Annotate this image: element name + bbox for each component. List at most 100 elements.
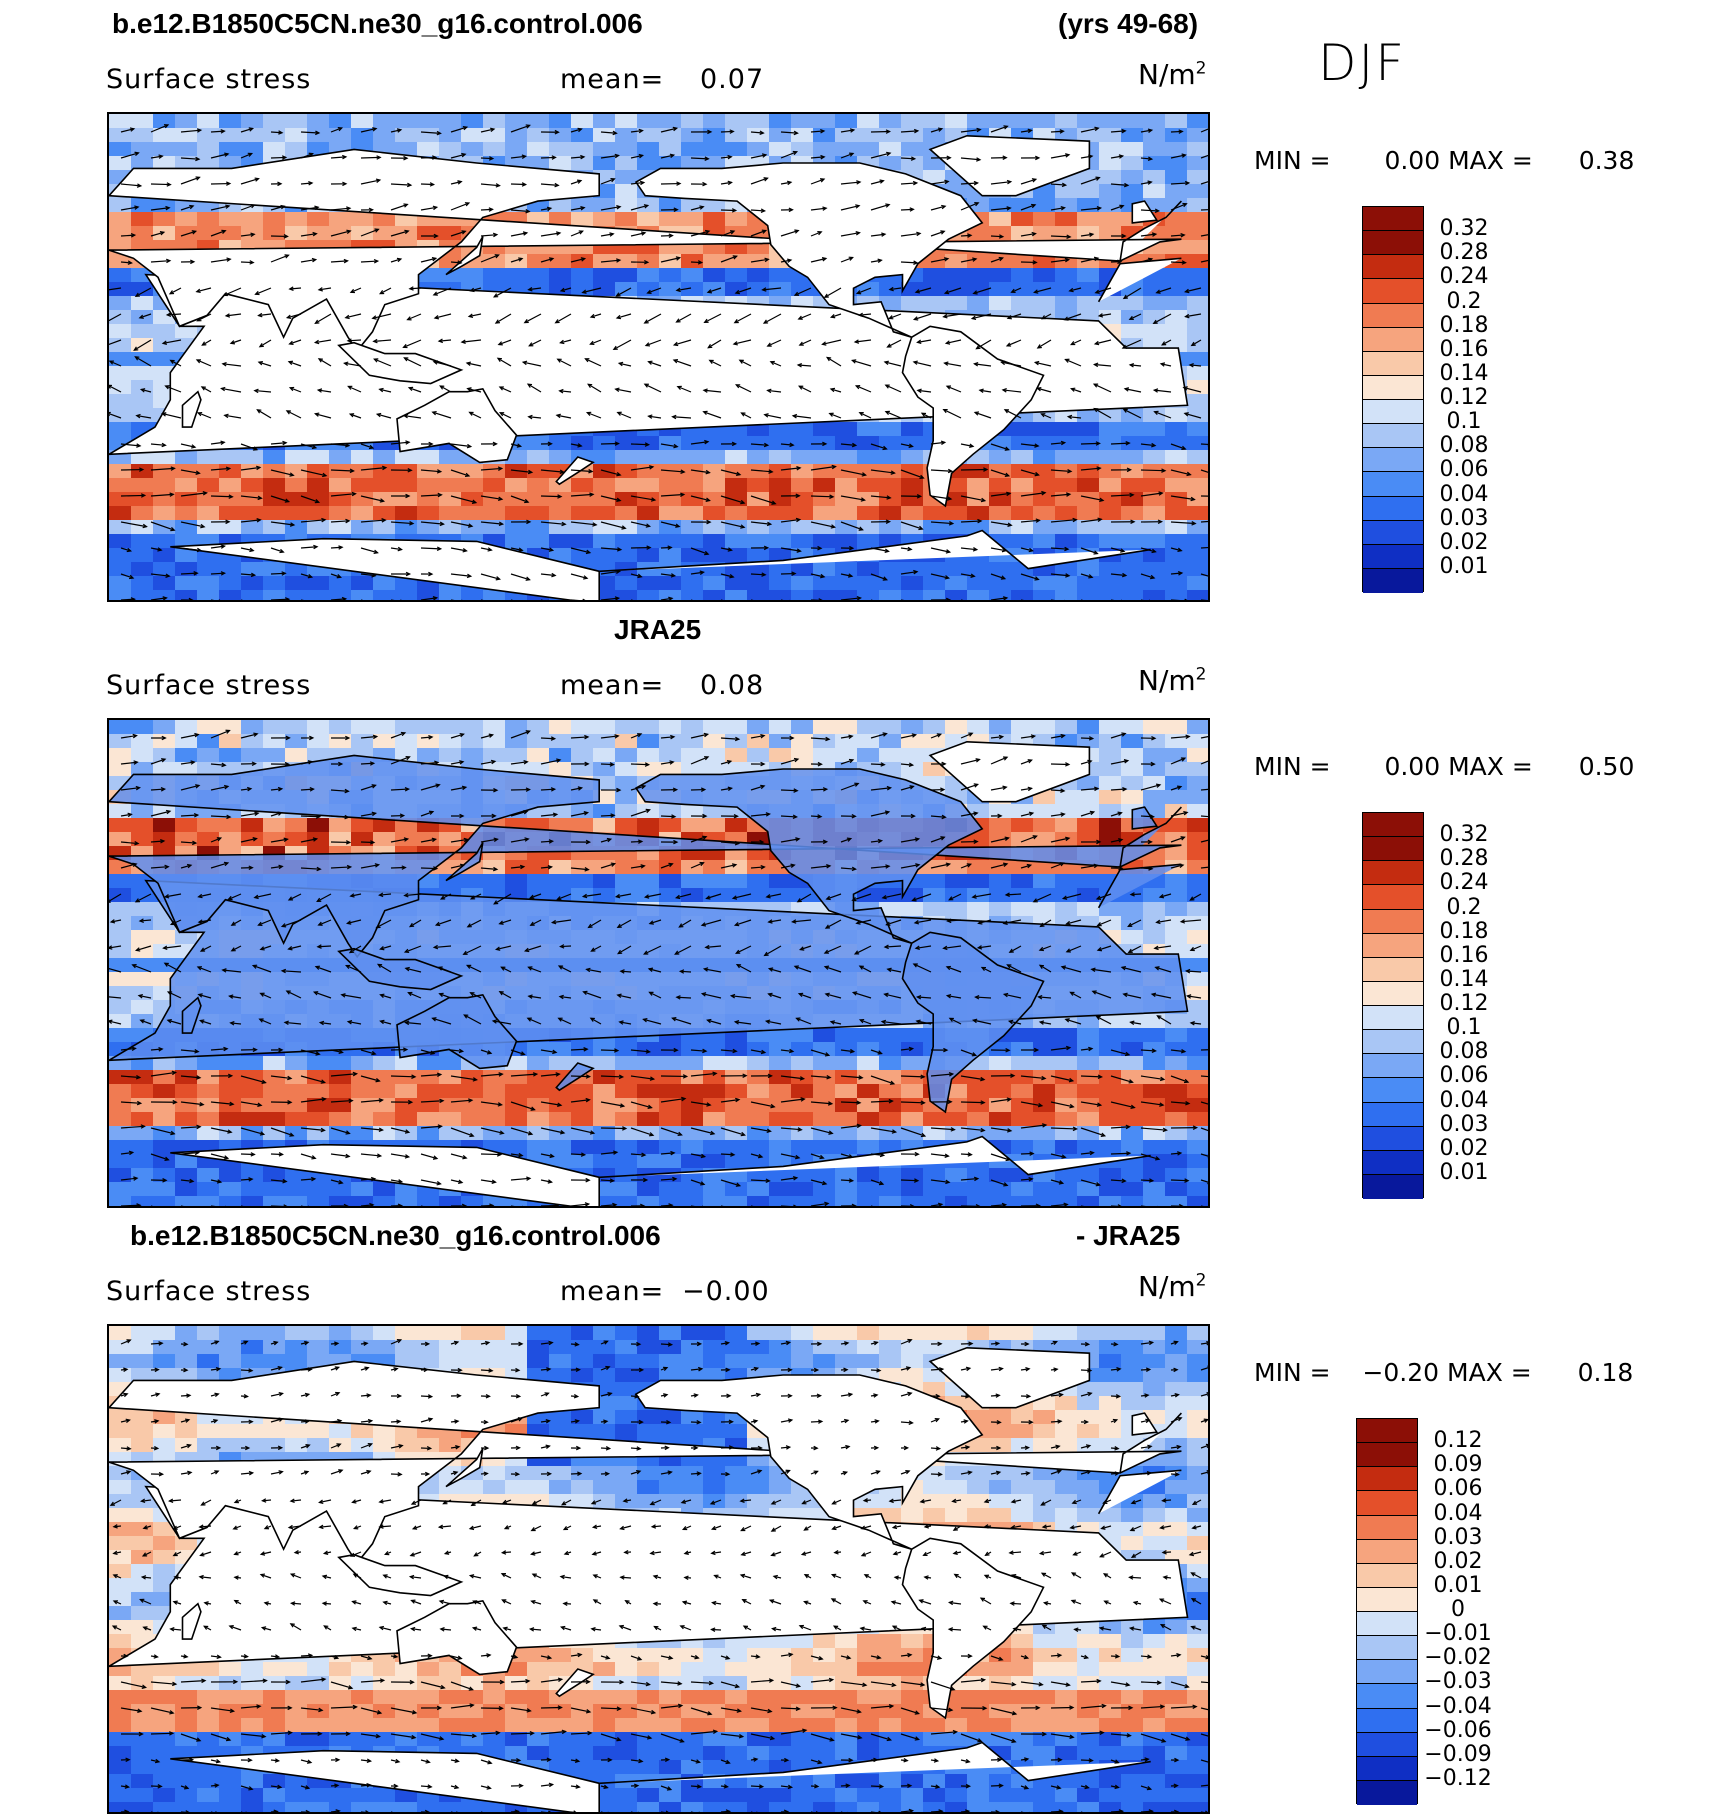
colorbar-tick-label: 0.02 (1433, 1548, 1483, 1574)
panel1-variable: Surface stress (106, 64, 312, 95)
colorbar-tick-label: 0.12 (1433, 1428, 1483, 1454)
colorbar-tick-label: 0.14 (1439, 360, 1489, 386)
colorbar-tick-label: −0.04 (1424, 1693, 1492, 1719)
colorbar-tick-label: 0.09 (1433, 1452, 1483, 1478)
panel1-units: N/m2 (1138, 58, 1207, 91)
colorbar-swatch (1357, 1732, 1417, 1757)
colorbar-tick-label: 0 (1451, 1597, 1465, 1622)
panel3-max-label: MAX = (1447, 1358, 1532, 1387)
colorbar-tick-label: 0.16 (1439, 336, 1489, 362)
panel3-variable: Surface stress (106, 1276, 312, 1307)
panel2-units: N/m2 (1138, 664, 1207, 697)
panel2-minmax: MIN = 0.00 MAX = 0.50 (1254, 752, 1634, 781)
colorbar-tick-label: 0.12 (1439, 385, 1489, 410)
colorbar-swatch (1363, 400, 1423, 425)
landmass-samerica (901, 1537, 1045, 1720)
landmass-antarctica (170, 529, 1151, 600)
colorbar-swatch (1357, 1780, 1417, 1805)
panel3-min-value: −0.20 (1362, 1358, 1440, 1387)
colorbar-tick-label: 0.02 (1439, 529, 1489, 555)
colorbar-tick-label: 0.06 (1433, 1476, 1483, 1502)
colorbar-tick-label: 0.01 (1433, 1572, 1483, 1598)
landmass-japan (445, 842, 484, 882)
colorbar-swatch (1363, 207, 1423, 232)
colorbar-swatch (1357, 1612, 1417, 1637)
panel1-max-value: 0.38 (1578, 146, 1635, 175)
colorbar-swatch (1363, 933, 1423, 958)
colorbar-swatch (1363, 303, 1423, 328)
panel3-min-label: MIN = (1254, 1358, 1331, 1387)
landmass-japan (445, 236, 484, 276)
panel2-variable: Surface stress (106, 670, 312, 701)
colorbar-swatch (1363, 1030, 1423, 1055)
colorbar-tick-label: 0.28 (1439, 240, 1489, 266)
panel1-min-label: MIN = (1254, 146, 1331, 175)
panel2-min-label: MIN = (1254, 752, 1331, 781)
colorbar-tick-label: −0.09 (1424, 1741, 1492, 1767)
colorbar-tick-label: 0.06 (1439, 457, 1489, 483)
colorbar-swatch (1363, 351, 1423, 376)
panel1-minmax: MIN = 0.00 MAX = 0.38 (1254, 146, 1634, 175)
panel1-colorbar (1362, 206, 1424, 593)
colorbar-tick-label: 0.01 (1439, 1159, 1489, 1185)
colorbar-tick-label: 0.18 (1439, 312, 1489, 338)
colorbar-swatch (1363, 1006, 1423, 1031)
colorbar-tick-label: −0.12 (1424, 1765, 1492, 1791)
colorbar-tick-label: 0.18 (1439, 918, 1489, 944)
panel2-min-value: 0.00 (1384, 752, 1441, 781)
colorbar-swatch (1357, 1756, 1417, 1781)
panel2-max-value: 0.50 (1578, 752, 1635, 781)
colorbar-swatch (1357, 1491, 1417, 1516)
panel1-map-svg (109, 114, 1208, 600)
colorbar-swatch (1363, 448, 1423, 473)
landmass-uk (1131, 806, 1159, 830)
colorbar-swatch (1363, 496, 1423, 521)
colorbar-swatch (1357, 1467, 1417, 1492)
colorbar-tick-label: 0.01 (1439, 553, 1489, 579)
colorbar-swatch (1363, 231, 1423, 256)
colorbar-tick-label: −0.02 (1424, 1645, 1492, 1671)
colorbar-swatch (1363, 375, 1423, 400)
colorbar-swatch (1357, 1539, 1417, 1564)
colorbar-tick-label: 0.04 (1433, 1500, 1483, 1526)
panel2-map-svg (109, 720, 1208, 1206)
panel3-title-left: b.e12.B1850C5CN.ne30_g16.control.006 (130, 1220, 661, 1251)
colorbar-swatch (1363, 957, 1423, 982)
colorbar-swatch (1363, 1126, 1423, 1151)
panel3-minmax: MIN = −0.20 MAX = 0.18 (1254, 1358, 1633, 1387)
panel3-colorbar (1356, 1418, 1418, 1805)
colorbar-swatch (1363, 885, 1423, 910)
colorbar-tick-label: 0.14 (1439, 966, 1489, 992)
landmass-australia (396, 994, 518, 1070)
colorbar-swatch (1357, 1563, 1417, 1588)
colorbar-swatch (1363, 1054, 1423, 1079)
panel3-mean-label: mean= (560, 1276, 665, 1307)
colorbar-tick-label: 0.16 (1439, 942, 1489, 968)
panel3-title-right: - JRA25 (1076, 1220, 1181, 1251)
colorbar-swatch (1363, 1174, 1423, 1199)
panel2-mean-value: 0.08 (700, 670, 765, 701)
colorbar-swatch (1357, 1660, 1417, 1685)
colorbar-swatch (1363, 1078, 1423, 1103)
landmass-uk (1131, 200, 1159, 224)
panel1-mean-value: 0.07 (700, 64, 765, 95)
panel2-map (107, 718, 1210, 1208)
colorbar-tick-label: 0.03 (1439, 505, 1489, 531)
landmass-samerica (901, 325, 1045, 508)
colorbar-swatch (1357, 1684, 1417, 1709)
colorbar-tick-label: 0.03 (1439, 1111, 1489, 1137)
colorbar-swatch (1363, 861, 1423, 886)
colorbar-swatch (1363, 981, 1423, 1006)
colorbar-swatch (1357, 1708, 1417, 1733)
colorbar-tick-label: −0.01 (1424, 1621, 1492, 1647)
landmass-newzealand (555, 1668, 595, 1698)
landmass-madagascar (181, 996, 202, 1034)
colorbar-swatch (1363, 520, 1423, 545)
panel3-max-value: 0.18 (1577, 1358, 1634, 1387)
panel2-max-label: MAX = (1448, 752, 1533, 781)
colorbar-swatch (1363, 327, 1423, 352)
colorbar-tick-label: 0.1 (1446, 1015, 1482, 1041)
colorbar-swatch (1357, 1443, 1417, 1468)
panel3-map (107, 1324, 1210, 1814)
colorbar-tick-label: 0.04 (1439, 481, 1489, 507)
